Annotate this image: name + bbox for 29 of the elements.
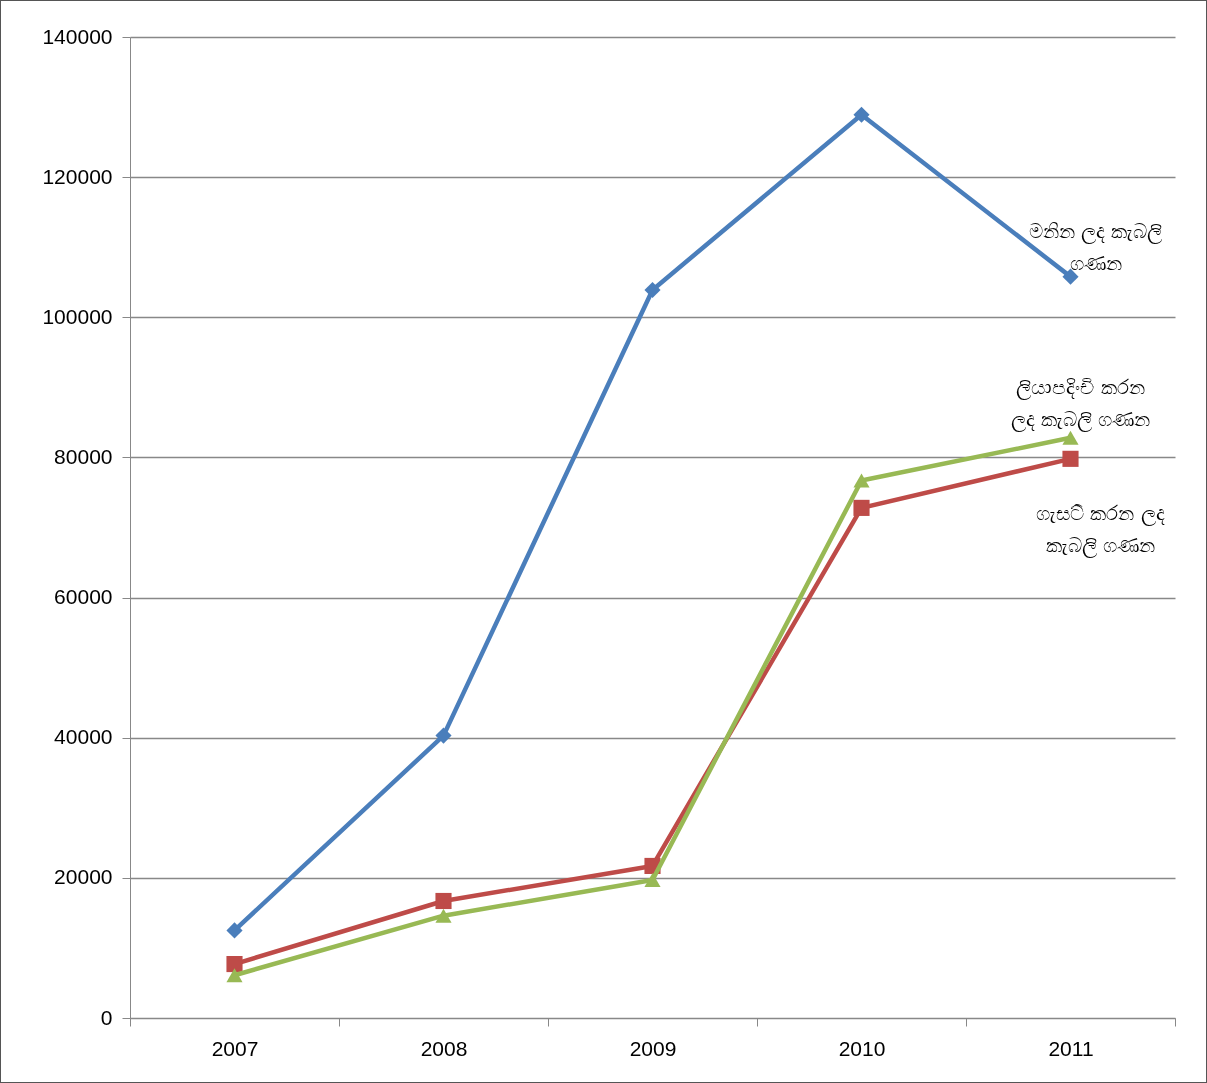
point	[1062, 450, 1079, 467]
x-tick-label: 2008	[420, 1036, 468, 1060]
point	[853, 473, 870, 488]
point	[1062, 268, 1079, 285]
point	[435, 892, 452, 910]
series-label: ලියාපදිංචි කරන ලද කැබලි ගණන	[1010, 374, 1151, 432]
x-tick-label: 2011	[1048, 1036, 1094, 1060]
y-tick-label: 80000	[54, 444, 113, 468]
point	[853, 106, 870, 123]
series-label: මනින ලද කැබලි ගණන	[1028, 218, 1163, 275]
y-tick-label: 60000	[54, 585, 113, 609]
series-label: ගැසට් කරන ලද කැබලි ගණන	[1036, 500, 1165, 558]
point	[226, 922, 243, 939]
y-tick-label: 0	[100, 1005, 113, 1029]
y-tick-label: 120000	[42, 164, 113, 188]
y-tick-label: 100000	[42, 304, 113, 328]
point	[435, 727, 452, 744]
x-tick-label: 2010	[838, 1036, 886, 1060]
point	[644, 872, 661, 887]
point	[853, 499, 870, 516]
x-tick-label: 2009	[629, 1036, 677, 1060]
point	[226, 968, 243, 983]
y-tick-label: 20000	[54, 865, 113, 889]
y-tick-label: 140000	[42, 24, 113, 48]
y-tick-label: 40000	[54, 725, 113, 749]
point	[226, 955, 243, 973]
x-tick-label: 2007	[211, 1036, 259, 1060]
point	[435, 908, 452, 923]
point	[644, 281, 661, 299]
